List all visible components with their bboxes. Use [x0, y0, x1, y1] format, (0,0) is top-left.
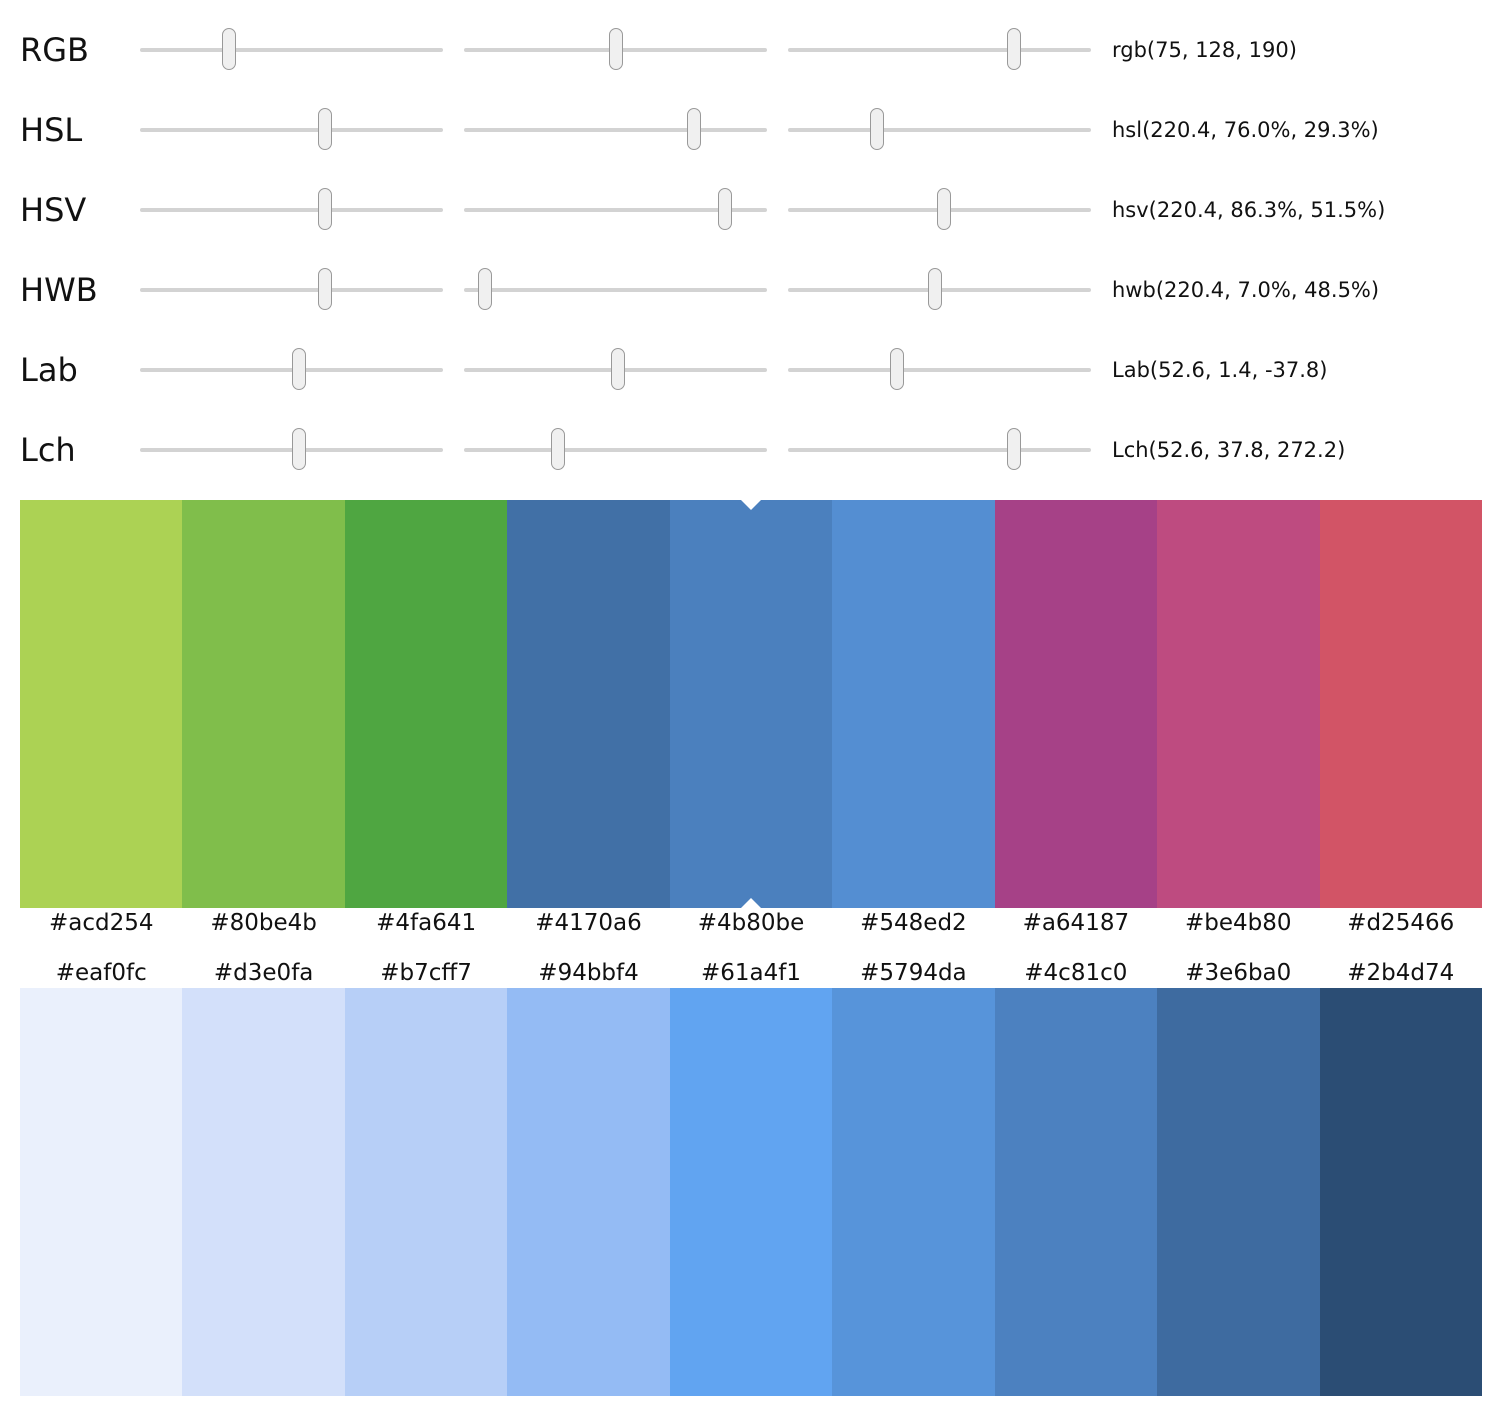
swatch-hex-label: #4b80be	[697, 910, 805, 936]
color-swatch[interactable]	[20, 988, 183, 1396]
color-swatch[interactable]	[182, 988, 345, 1396]
slider-thumb[interactable]	[292, 428, 307, 470]
slider-thumb[interactable]	[478, 268, 493, 310]
slider-track-2[interactable]	[464, 268, 767, 310]
swatch-hex-label: #acd254	[48, 910, 154, 936]
slider-thumb[interactable]	[550, 428, 565, 470]
swatch-hex-label: #4fa641	[376, 910, 477, 936]
selected-marker-bottom	[741, 898, 761, 908]
slider-thumb[interactable]	[937, 188, 952, 230]
swatch-hex-label: #eaf0fc	[55, 960, 147, 986]
slider-track-3[interactable]	[788, 28, 1091, 70]
slider-track-2[interactable]	[464, 428, 767, 470]
slider-track-1[interactable]	[140, 428, 443, 470]
slider-thumb[interactable]	[292, 348, 307, 390]
color-swatch[interactable]	[344, 500, 508, 908]
color-swatch[interactable]	[182, 500, 345, 908]
swatch-hex-label: #5794da	[860, 960, 967, 986]
slider-thumb[interactable]	[318, 108, 333, 150]
harmony-labels: #acd254 #80be4b #4fa641 #4170a6 #4b80be #548e…	[20, 908, 1482, 938]
slider-thumb[interactable]	[718, 188, 733, 230]
model-row-lab: Lab Lab(52.6, 1.4, -37.8)	[0, 330, 1501, 410]
model-row-hsv: HSV hsv(220.4, 86.3%, 51.5%)	[0, 170, 1501, 250]
slider-thumb[interactable]	[687, 108, 702, 150]
slider-thumb[interactable]	[927, 268, 942, 310]
model-label: HSL	[20, 111, 83, 149]
slider-thumb[interactable]	[318, 188, 333, 230]
slider-track-1[interactable]	[140, 108, 443, 150]
slider-track-2[interactable]	[464, 28, 767, 70]
swatch-hex-label: #2b4d74	[1347, 960, 1455, 986]
color-swatch[interactable]	[1319, 988, 1482, 1396]
harmony-swatches	[20, 500, 1482, 908]
swatch-hex-label: #548ed2	[860, 910, 967, 936]
swatch-hex-label: #b7cff7	[380, 960, 472, 986]
model-value: Lab(52.6, 1.4, -37.8)	[1112, 358, 1328, 382]
model-label: Lch	[20, 431, 76, 469]
slider-track-3[interactable]	[788, 268, 1091, 310]
model-value: hsv(220.4, 86.3%, 51.5%)	[1112, 198, 1386, 222]
model-label: HWB	[20, 271, 98, 309]
model-row-lch: Lch Lch(52.6, 37.8, 272.2)	[0, 410, 1501, 490]
slider-track-3[interactable]	[788, 348, 1091, 390]
color-swatch[interactable]	[994, 988, 1158, 1396]
slider-track-3[interactable]	[788, 188, 1091, 230]
slider-track-1[interactable]	[140, 28, 443, 70]
color-swatch[interactable]	[1319, 500, 1482, 908]
model-row-rgb: RGB rgb(75, 128, 190)	[0, 10, 1501, 90]
color-swatch[interactable]	[1157, 500, 1320, 908]
color-swatch[interactable]	[994, 500, 1158, 908]
slider-thumb[interactable]	[869, 108, 884, 150]
color-swatch[interactable]	[832, 988, 995, 1396]
slider-thumb[interactable]	[1006, 28, 1021, 70]
swatch-hex-label: #61a4f1	[700, 960, 801, 986]
swatch-hex-label: #d3e0fa	[213, 960, 314, 986]
slider-thumb[interactable]	[610, 348, 625, 390]
model-value: Lch(52.6, 37.8, 272.2)	[1112, 438, 1346, 462]
swatch-hex-label: #80be4b	[210, 910, 317, 936]
slider-track-2[interactable]	[464, 108, 767, 150]
model-value: rgb(75, 128, 190)	[1112, 38, 1297, 62]
swatch-hex-label: #d25466	[1347, 910, 1455, 936]
slider-thumb[interactable]	[222, 28, 237, 70]
swatch-hex-label: #3e6ba0	[1185, 960, 1292, 986]
swatch-hex-label: #4c81c0	[1024, 960, 1128, 986]
slider-track-1[interactable]	[140, 268, 443, 310]
model-value: hwb(220.4, 7.0%, 48.5%)	[1112, 278, 1380, 302]
color-swatch[interactable]	[507, 988, 670, 1396]
color-swatch[interactable]	[669, 500, 833, 908]
slider-thumb[interactable]	[609, 28, 624, 70]
shade-labels: #eaf0fc #d3e0fa #b7cff7 #94bbf4 #61a4f1 #5794…	[20, 958, 1482, 988]
slider-track-1[interactable]	[140, 188, 443, 230]
slider-track-2[interactable]	[464, 188, 767, 230]
slider-track-2[interactable]	[464, 348, 767, 390]
swatch-hex-label: #94bbf4	[538, 960, 639, 986]
color-swatch[interactable]	[669, 988, 833, 1396]
model-row-hwb: HWB hwb(220.4, 7.0%, 48.5%)	[0, 250, 1501, 330]
model-label: Lab	[20, 351, 78, 389]
swatch-hex-label: #be4b80	[1185, 910, 1292, 936]
color-swatch[interactable]	[20, 500, 183, 908]
slider-track-1[interactable]	[140, 348, 443, 390]
slider-thumb[interactable]	[890, 348, 905, 390]
slider-track-3[interactable]	[788, 108, 1091, 150]
model-label: RGB	[20, 31, 89, 69]
color-swatch[interactable]	[1157, 988, 1320, 1396]
model-label: HSV	[20, 191, 87, 229]
shade-swatches	[20, 988, 1482, 1396]
selected-marker-top	[741, 500, 761, 510]
swatch-hex-label: #a64187	[1022, 910, 1130, 936]
color-swatch[interactable]	[507, 500, 670, 908]
color-swatch[interactable]	[832, 500, 995, 908]
swatch-hex-label: #4170a6	[535, 910, 642, 936]
model-value: hsl(220.4, 76.0%, 29.3%)	[1112, 118, 1379, 142]
slider-thumb[interactable]	[1007, 428, 1022, 470]
color-swatch[interactable]	[344, 988, 508, 1396]
slider-track-3[interactable]	[788, 428, 1091, 470]
slider-thumb[interactable]	[318, 268, 333, 310]
model-row-hsl: HSL hsl(220.4, 76.0%, 29.3%)	[0, 90, 1501, 170]
